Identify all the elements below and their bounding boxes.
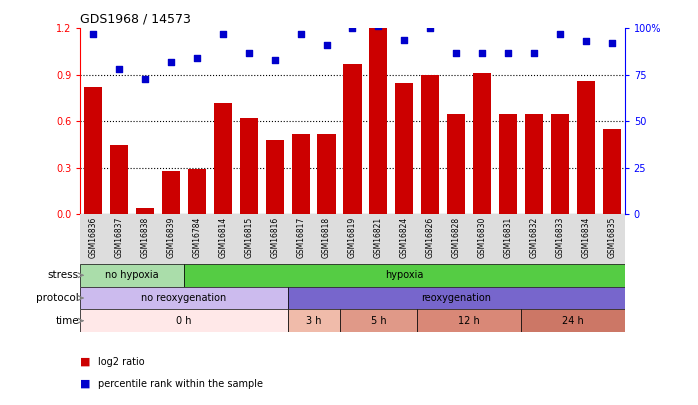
Point — [243, 49, 254, 56]
Text: 24 h: 24 h — [562, 316, 584, 326]
Bar — [288, 309, 339, 332]
Bar — [80, 287, 288, 309]
Bar — [84, 87, 103, 214]
Text: GSM16816: GSM16816 — [270, 217, 279, 258]
Text: reoxygenation: reoxygenation — [421, 293, 491, 303]
Bar — [395, 83, 413, 214]
Text: GSM16837: GSM16837 — [114, 217, 124, 258]
Point — [321, 42, 332, 48]
Bar — [239, 118, 258, 214]
Bar — [551, 113, 569, 214]
Text: GSM16784: GSM16784 — [193, 217, 202, 258]
Text: GSM16815: GSM16815 — [244, 217, 253, 258]
Point — [217, 31, 228, 37]
Text: no hypoxia: no hypoxia — [105, 270, 159, 280]
Text: hypoxia: hypoxia — [385, 270, 424, 280]
Text: protocol: protocol — [36, 293, 79, 303]
Point — [477, 49, 488, 56]
Point — [503, 49, 514, 56]
Bar — [343, 64, 362, 214]
Point — [191, 55, 202, 61]
Text: GSM16824: GSM16824 — [400, 217, 409, 258]
Text: GSM16819: GSM16819 — [348, 217, 357, 258]
Bar — [339, 309, 417, 332]
Text: GSM16817: GSM16817 — [296, 217, 305, 258]
Text: GDS1968 / 14573: GDS1968 / 14573 — [80, 13, 191, 26]
Bar — [292, 134, 310, 214]
Point — [114, 66, 125, 72]
Text: GSM16835: GSM16835 — [607, 217, 616, 258]
Bar — [577, 81, 595, 214]
Bar — [80, 309, 288, 332]
Bar — [421, 75, 439, 214]
Bar — [162, 171, 180, 214]
Bar — [80, 264, 184, 287]
Text: GSM16818: GSM16818 — [322, 217, 331, 258]
Text: GSM16828: GSM16828 — [452, 217, 461, 258]
Text: ■: ■ — [80, 356, 91, 367]
Point — [140, 75, 151, 82]
Text: GSM16834: GSM16834 — [581, 217, 591, 258]
Text: 12 h: 12 h — [459, 316, 480, 326]
Text: GSM16814: GSM16814 — [218, 217, 228, 258]
Bar — [369, 28, 387, 214]
Bar — [110, 145, 128, 214]
Bar — [318, 134, 336, 214]
Text: 0 h: 0 h — [176, 316, 192, 326]
Text: GSM16821: GSM16821 — [374, 217, 383, 258]
Text: GSM16836: GSM16836 — [89, 217, 98, 258]
Text: GSM16838: GSM16838 — [140, 217, 149, 258]
Point — [554, 31, 565, 37]
Text: GSM16830: GSM16830 — [477, 217, 487, 258]
Text: 5 h: 5 h — [371, 316, 386, 326]
Point — [269, 57, 281, 63]
Text: time: time — [55, 316, 79, 326]
Text: GSM16826: GSM16826 — [426, 217, 435, 258]
Bar — [473, 73, 491, 214]
Bar — [447, 113, 466, 214]
Text: no reoxygenation: no reoxygenation — [142, 293, 227, 303]
Point — [373, 23, 384, 30]
Point — [528, 49, 540, 56]
Bar — [136, 208, 154, 214]
Bar — [184, 264, 625, 287]
Bar — [499, 113, 517, 214]
Bar — [288, 287, 625, 309]
Bar — [417, 309, 521, 332]
Point — [606, 40, 617, 47]
Bar — [525, 113, 543, 214]
Point — [424, 25, 436, 32]
Text: GSM16831: GSM16831 — [503, 217, 512, 258]
Bar — [214, 103, 232, 214]
Point — [580, 38, 591, 45]
Text: 3 h: 3 h — [306, 316, 321, 326]
Text: log2 ratio: log2 ratio — [98, 356, 144, 367]
Bar — [266, 140, 284, 214]
Text: ■: ■ — [80, 379, 91, 389]
Point — [165, 59, 177, 65]
Point — [347, 25, 358, 32]
Text: GSM16839: GSM16839 — [167, 217, 175, 258]
Point — [88, 31, 99, 37]
Bar — [602, 129, 621, 214]
Text: GSM16832: GSM16832 — [530, 217, 538, 258]
Bar — [188, 169, 206, 214]
Text: stress: stress — [48, 270, 79, 280]
Bar — [521, 309, 625, 332]
Point — [451, 49, 462, 56]
Text: GSM16833: GSM16833 — [556, 217, 565, 258]
Point — [399, 36, 410, 43]
Text: percentile rank within the sample: percentile rank within the sample — [98, 379, 262, 389]
Point — [295, 31, 306, 37]
